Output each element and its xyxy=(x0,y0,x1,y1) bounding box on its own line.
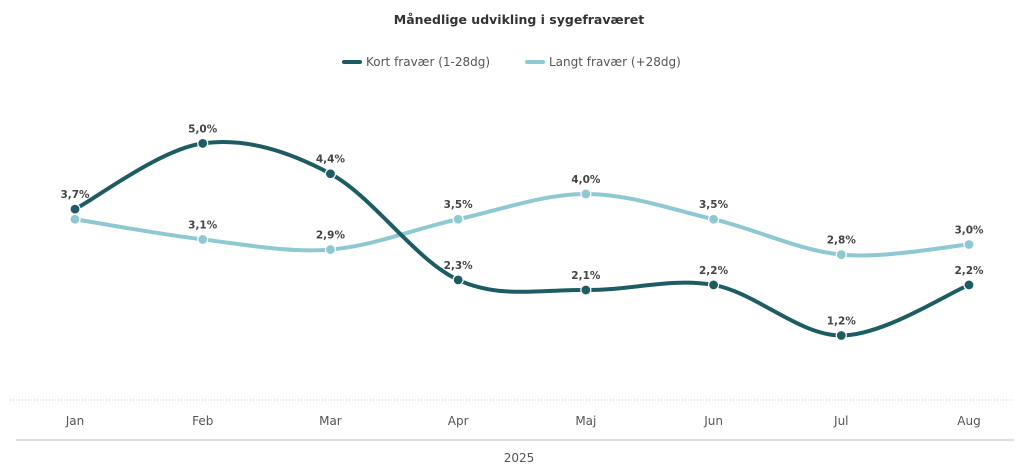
series-short-absence: 3,7% 5,0% 4,4% 2,3% 2,1% 2,2% 1,2% 2,2% xyxy=(60,123,984,342)
x-tick-label-maj: Maj xyxy=(575,414,596,428)
legend-label-long-absence: Langt fravær (+28dg) xyxy=(549,55,681,69)
data-point-short-absence-apr[interactable] xyxy=(452,274,464,286)
x-tick-label-apr: Apr xyxy=(448,414,469,428)
data-point-short-absence-jul[interactable] xyxy=(835,329,847,342)
data-label-long-absence-mar: 2,9% xyxy=(316,230,346,242)
x-tick-label-aug: Aug xyxy=(957,414,980,428)
data-label-short-absence-feb: 5,0% xyxy=(188,123,218,135)
legend-label-short-absence: Kort fravær (1-28dg) xyxy=(366,55,490,69)
legend: Kort fravær (1-28dg) Langt fravær (+28dg… xyxy=(342,55,681,69)
x-tick-label-mar: Mar xyxy=(319,414,342,428)
data-label-short-absence-mar: 4,4% xyxy=(316,154,346,166)
data-label-long-absence-jun: 3,5% xyxy=(699,199,729,211)
data-label-long-absence-aug: 3,0% xyxy=(954,225,984,237)
data-label-long-absence-feb: 3,1% xyxy=(188,219,218,231)
x-axis-ticks: Jan Feb Mar Apr Maj Jun Jul Aug xyxy=(65,414,981,428)
data-point-long-absence-jun[interactable] xyxy=(707,213,720,225)
data-point-long-absence-maj[interactable] xyxy=(580,188,592,200)
data-point-short-absence-jun[interactable] xyxy=(707,279,720,291)
series-layer: 3,1% 2,9% 3,5% 4,0% 3,5% 2,8% 3,0% 3,7% 5,0% 4,4%… xyxy=(60,123,984,342)
data-label-short-absence-apr: 2,3% xyxy=(444,260,474,272)
data-label-short-absence-jun: 2,2% xyxy=(699,265,729,277)
data-label-short-absence-jul: 1,2% xyxy=(827,315,857,327)
data-point-long-absence-apr[interactable] xyxy=(452,213,464,225)
data-point-short-absence-aug[interactable] xyxy=(963,279,975,291)
chart-title: Månedlige udvikling i sygefraværet xyxy=(394,12,644,27)
data-label-short-absence-jan: 3,7% xyxy=(60,189,90,201)
data-label-short-absence-maj: 2,1% xyxy=(571,270,601,282)
data-point-long-absence-jan[interactable] xyxy=(69,213,81,225)
series-line-long-absence xyxy=(73,191,971,258)
data-label-short-absence-aug: 2,2% xyxy=(954,265,984,277)
x-axis-year-label: 2025 xyxy=(504,451,535,465)
data-label-long-absence-maj: 4,0% xyxy=(571,174,601,186)
series-line-short-absence xyxy=(73,140,971,338)
legend-item-long-absence[interactable]: Langt fravær (+28dg) xyxy=(525,55,681,69)
data-point-short-absence-feb[interactable] xyxy=(197,137,209,149)
data-point-short-absence-maj[interactable] xyxy=(580,284,592,296)
x-tick-label-jul: Jul xyxy=(833,414,848,428)
data-label-long-absence-jul: 2,8% xyxy=(827,235,857,247)
data-point-long-absence-jul[interactable] xyxy=(835,249,847,261)
x-tick-label-feb: Feb xyxy=(192,414,213,428)
x-tick-label-jun: Jun xyxy=(703,414,723,428)
data-point-short-absence-jan[interactable] xyxy=(69,203,81,215)
data-point-short-absence-mar[interactable] xyxy=(324,168,337,180)
x-tick-label-jan: Jan xyxy=(65,414,85,428)
legend-item-short-absence[interactable]: Kort fravær (1-28dg) xyxy=(342,55,490,69)
data-point-long-absence-feb[interactable] xyxy=(197,233,209,246)
series-long-absence: 3,1% 2,9% 3,5% 4,0% 3,5% 2,8% 3,0% xyxy=(69,174,984,261)
data-point-long-absence-aug[interactable] xyxy=(963,238,975,251)
data-point-long-absence-mar[interactable] xyxy=(324,243,337,256)
data-label-long-absence-apr: 3,5% xyxy=(444,199,474,211)
